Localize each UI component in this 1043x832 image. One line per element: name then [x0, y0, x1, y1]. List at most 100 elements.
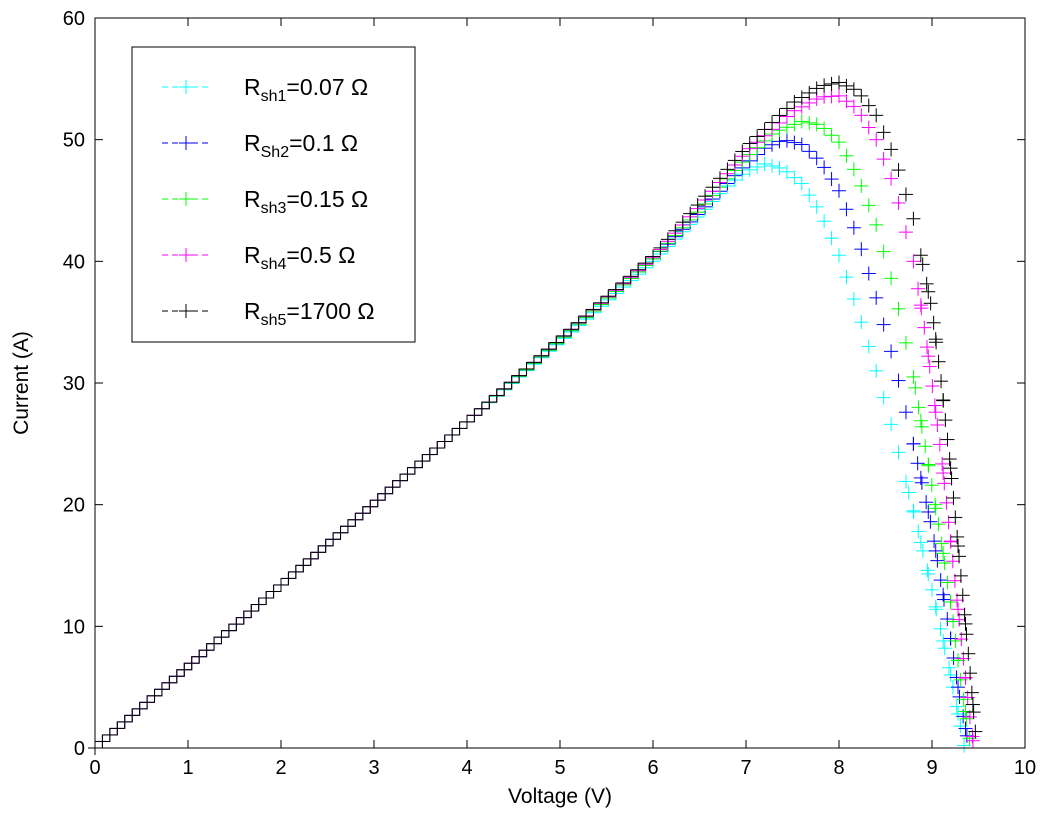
data-point: [914, 301, 929, 316]
data-point: [968, 724, 983, 739]
data-point: [923, 296, 938, 311]
data-point: [940, 612, 955, 627]
data-point: [779, 164, 794, 179]
legend-item: Rsh5=1700 Ω: [162, 298, 375, 329]
legend-marker: [179, 80, 193, 94]
data-point: [914, 475, 929, 490]
data-point: [933, 621, 948, 636]
data-point: [927, 534, 942, 549]
data-point: [915, 543, 930, 558]
legend-item: RSh2=0.1 Ω: [162, 130, 358, 161]
data-point: [854, 178, 869, 193]
data-point: [936, 633, 951, 648]
legend-label: Rsh3=0.15 Ω: [244, 186, 368, 217]
data-point: [288, 564, 303, 579]
series-5: [88, 75, 983, 755]
data-point: [913, 248, 928, 263]
data-point: [846, 99, 861, 114]
data-point: [147, 688, 162, 703]
y-axis-label: Current (A): [10, 331, 33, 435]
data-point: [407, 460, 422, 475]
data-point: [934, 374, 949, 389]
data-point: [489, 388, 504, 403]
data-point: [854, 88, 869, 103]
data-point: [750, 129, 765, 144]
data-point: [110, 721, 125, 736]
legend-marker: [179, 136, 193, 150]
data-point: [817, 214, 832, 229]
data-point: [924, 478, 939, 493]
data-point: [586, 302, 601, 317]
data-point: [244, 604, 259, 619]
data-point: [854, 315, 869, 330]
data-point: [378, 486, 393, 501]
data-point: [787, 135, 802, 150]
x-tick-label: 10: [1014, 757, 1036, 779]
data-point: [950, 529, 965, 544]
data-point: [385, 480, 400, 495]
data-point: [318, 538, 333, 553]
data-point: [932, 437, 947, 452]
data-point: [964, 685, 979, 700]
data-point: [854, 242, 869, 257]
data-point: [303, 551, 318, 566]
data-point: [934, 536, 949, 551]
data-point: [497, 381, 512, 396]
data-point: [802, 115, 817, 130]
data-point: [184, 656, 199, 671]
data-point: [415, 454, 430, 469]
data-point: [779, 101, 794, 116]
data-point: [467, 408, 482, 423]
legend-item: Rsh3=0.15 Ω: [162, 186, 368, 217]
data-point: [452, 421, 467, 436]
data-point: [519, 361, 534, 376]
data-point: [251, 597, 266, 612]
data-point: [898, 405, 913, 420]
data-point: [660, 232, 675, 247]
x-tick-label: 9: [926, 757, 937, 779]
data-point: [750, 159, 765, 174]
data-point: [891, 195, 906, 210]
data-point: [794, 90, 809, 105]
data-point: [794, 176, 809, 191]
data-point: [908, 380, 923, 395]
data-point: [333, 525, 348, 540]
legend-marker: [179, 304, 193, 318]
data-point: [942, 452, 957, 467]
x-tick-label: 1: [182, 757, 193, 779]
data-point: [154, 682, 169, 697]
data-point: [951, 680, 966, 695]
data-point: [132, 701, 147, 716]
legend-box: [131, 46, 416, 343]
data-point: [920, 563, 935, 578]
data-point: [199, 643, 214, 658]
data-point: [125, 708, 140, 723]
data-point: [957, 607, 972, 622]
data-point: [832, 75, 846, 90]
data-point: [549, 335, 564, 350]
data-point: [921, 284, 936, 299]
x-tick-label: 5: [554, 757, 565, 779]
legend-marker: [179, 248, 193, 262]
data-point: [961, 646, 976, 661]
data-point: [955, 588, 970, 603]
data-point: [653, 240, 668, 255]
y-tick-label: 40: [63, 251, 85, 273]
data-point: [564, 322, 579, 337]
data-point: [765, 115, 780, 130]
data-point: [646, 249, 660, 264]
data-point: [809, 199, 824, 214]
data-point: [948, 510, 963, 525]
data-point: [683, 206, 698, 221]
y-tick-label: 30: [63, 373, 85, 395]
x-tick-label: 8: [833, 757, 844, 779]
data-point: [608, 282, 623, 297]
y-tick-label: 10: [63, 616, 85, 638]
data-point: [370, 493, 385, 508]
data-point: [884, 417, 899, 432]
data-point: [906, 504, 921, 519]
data-point: [956, 692, 971, 707]
data-point: [957, 738, 972, 753]
y-tick-label: 50: [63, 130, 85, 152]
data-point: [311, 545, 326, 560]
